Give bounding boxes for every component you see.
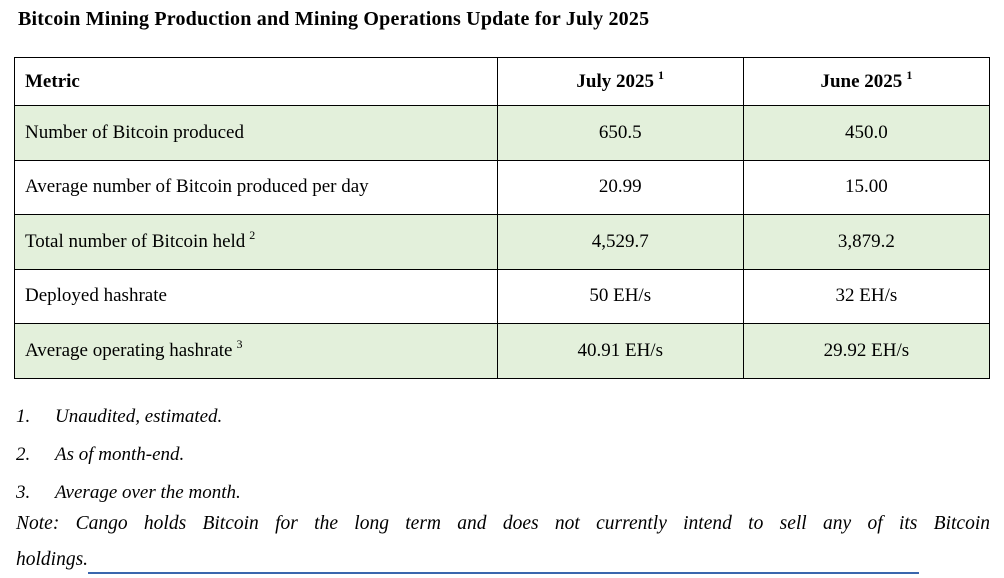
footnote-item-2: 2. As of month-end. — [16, 436, 241, 474]
metric-cell: Average operating hashrate 3 — [14, 323, 498, 379]
mining-metrics-table: Metric July 2025 1 June 2025 1 Number of B… — [14, 57, 991, 379]
page-bottom-divider — [88, 572, 919, 574]
note-paragraph: Note: Cango holds Bitcoin for the long t… — [16, 506, 990, 578]
metric-label: Total number of Bitcoin held — [25, 230, 246, 252]
note-line-2: holdings. — [16, 549, 89, 570]
document-title: Bitcoin Mining Production and Mining Ope… — [18, 8, 650, 30]
footnote-ref-1: 1 — [658, 68, 665, 83]
metric-cell: Average number of Bitcoin produced per d… — [14, 159, 498, 215]
header-july-label: July 2025 — [576, 70, 655, 92]
footnote-number: 2. — [16, 444, 31, 465]
june-value-cell: 15.00 — [742, 159, 991, 215]
header-june-label: June 2025 — [820, 70, 903, 92]
june-value-cell: 29.92 EH/s — [742, 323, 991, 379]
note-line-1: Note: Cango holds Bitcoin for the long t… — [16, 513, 990, 534]
footnote-number: 1. — [16, 406, 31, 427]
footnote-item-1: 1. Unaudited, estimated. — [16, 398, 241, 436]
metric-label: Average number of Bitcoin produced per d… — [25, 176, 369, 198]
metric-label: Average operating hashrate — [25, 339, 233, 361]
header-metric-label: Metric — [25, 70, 80, 92]
table-row-bitcoin-per-day: Average number of Bitcoin produced per d… — [14, 159, 991, 215]
july-value-cell: 650.5 — [496, 105, 744, 161]
table-row-operating-hashrate: Average operating hashrate 3 40.91 EH/s 2… — [14, 323, 991, 379]
footnote-ref-1: 1 — [906, 68, 913, 83]
footnote-text: Unaudited, estimated. — [55, 406, 223, 427]
header-july: July 2025 1 — [496, 57, 744, 106]
metric-cell: Number of Bitcoin produced — [14, 105, 498, 161]
metric-label: Number of Bitcoin produced — [25, 121, 244, 143]
july-value-cell: 50 EH/s — [496, 268, 744, 324]
footnote-text: As of month-end. — [55, 444, 185, 465]
june-value-cell: 32 EH/s — [742, 268, 991, 324]
header-june: June 2025 1 — [742, 57, 991, 106]
july-value-cell: 4,529.7 — [496, 214, 744, 270]
footnote-ref-3: 3 — [236, 337, 243, 352]
metric-cell: Total number of Bitcoin held 2 — [14, 214, 498, 270]
table-header-row: Metric July 2025 1 June 2025 1 — [14, 57, 991, 106]
table-row-bitcoin-produced: Number of Bitcoin produced 650.5 450.0 — [14, 105, 991, 161]
footnotes-list: 1. Unaudited, estimated. 2. As of month-… — [16, 398, 241, 512]
july-value-cell: 40.91 EH/s — [496, 323, 744, 379]
header-metric: Metric — [14, 57, 498, 106]
footnote-item-3: 3. Average over the month. — [16, 474, 241, 512]
table-row-deployed-hashrate: Deployed hashrate 50 EH/s 32 EH/s — [14, 268, 991, 324]
table-row-bitcoin-held: Total number of Bitcoin held 2 4,529.7 3,… — [14, 214, 991, 270]
footnote-ref-2: 2 — [249, 228, 256, 243]
footnote-text: Average over the month. — [55, 482, 241, 503]
june-value-cell: 3,879.2 — [742, 214, 991, 270]
footnote-number: 3. — [16, 482, 31, 503]
metric-cell: Deployed hashrate — [14, 268, 498, 324]
june-value-cell: 450.0 — [742, 105, 991, 161]
metric-label: Deployed hashrate — [25, 285, 167, 307]
july-value-cell: 20.99 — [496, 159, 744, 215]
